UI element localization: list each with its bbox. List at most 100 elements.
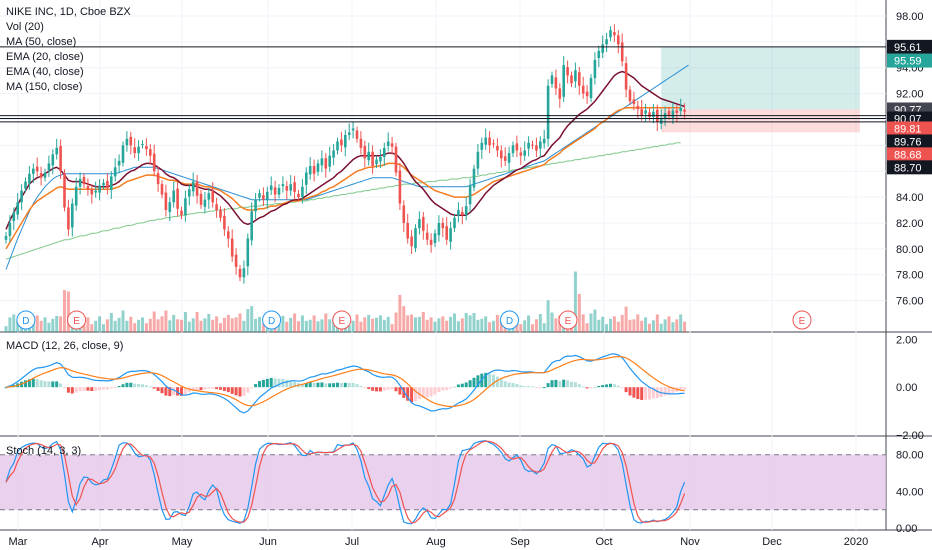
macd-histogram-bar [347, 382, 351, 388]
candle [527, 136, 530, 157]
macd-histogram-bar [86, 387, 90, 391]
macd-histogram-bar [222, 387, 226, 391]
candle [24, 177, 27, 193]
candle-body [176, 188, 179, 209]
candle-body [133, 147, 136, 154]
macd-histogram-bar [640, 387, 644, 400]
candle-body [188, 189, 191, 197]
macd-histogram-bar [589, 387, 593, 389]
macd-histogram-bar [527, 386, 531, 388]
macd-histogram-bar [66, 387, 70, 393]
candle-body [35, 166, 39, 172]
volume-bar [219, 323, 222, 332]
candle-body [145, 145, 148, 150]
volume-bar [234, 317, 238, 332]
candle-body [113, 167, 117, 177]
candle [500, 145, 503, 168]
volume-bar [35, 315, 39, 332]
candle [141, 140, 144, 149]
candle [468, 178, 472, 212]
candle [340, 131, 343, 152]
macd-histogram-bar [554, 379, 558, 388]
candle-body [371, 151, 374, 167]
volume-bar [168, 320, 172, 332]
time-tick-label: Sep [510, 536, 530, 548]
candle [367, 142, 370, 166]
candle [316, 159, 320, 176]
macd-histogram-bar [562, 379, 566, 388]
candle [133, 138, 136, 159]
volume-bar [628, 319, 632, 332]
macd-histogram-bar [605, 384, 609, 388]
volume-bar [531, 324, 534, 332]
time-tick-label: Mar [9, 536, 28, 548]
candle-body [86, 186, 90, 190]
macd-histogram-bar [667, 387, 671, 395]
candle [102, 178, 105, 190]
candle-body [149, 149, 152, 156]
price-marker-box [887, 134, 932, 149]
macd-histogram-bar [336, 382, 339, 388]
candle [47, 155, 51, 178]
candle-body [262, 195, 265, 200]
macd-histogram-bar [316, 382, 320, 388]
event-marker: D [500, 310, 519, 330]
macd-histogram-bar [261, 379, 265, 388]
volume-bar [488, 322, 492, 332]
candle-body [195, 181, 199, 196]
macd-histogram-bar [581, 386, 585, 388]
macd-histogram-bar [577, 384, 581, 388]
volume-bar [129, 316, 133, 332]
candle-body [652, 111, 655, 117]
macd-histogram-bar [180, 387, 183, 396]
candle [519, 147, 523, 165]
candle [94, 181, 97, 198]
candle-body [106, 180, 109, 189]
macd-histogram-bar [183, 387, 187, 395]
price-tick-label: 78.00 [896, 270, 924, 282]
volume-bar [293, 313, 297, 332]
macd-histogram-bar [156, 387, 160, 392]
volume-bar [546, 300, 550, 332]
volume-bar [141, 317, 144, 332]
candle [566, 60, 569, 84]
macd-histogram-bar [542, 387, 546, 389]
candle [386, 132, 390, 152]
signal-line [5, 355, 685, 408]
macd-histogram-bar [570, 381, 573, 388]
time-tick-label: Nov [680, 536, 700, 548]
volume-bar [593, 309, 597, 332]
volume-bar [355, 314, 359, 332]
volume-bar [449, 316, 453, 332]
volume-bar [421, 312, 425, 332]
volume-bar [417, 316, 421, 332]
candle-body [562, 65, 565, 97]
candle-body [43, 172, 47, 178]
candle [137, 140, 140, 161]
price-marker-box [887, 39, 932, 54]
macd-histogram-bar [648, 387, 651, 400]
macd-histogram-bar [343, 382, 347, 388]
candle [90, 184, 94, 204]
volume-bar [675, 319, 679, 332]
candle-body [117, 160, 121, 166]
candle-body [644, 110, 647, 114]
candle-body [585, 91, 589, 97]
candle [472, 164, 476, 192]
volume-bar [82, 321, 86, 332]
candle [242, 260, 246, 284]
macd-histogram-bar [632, 387, 636, 398]
volume-bar [390, 324, 394, 332]
stoch-tick-label: 0.00 [896, 523, 917, 535]
candle [488, 131, 491, 154]
volume-bar [472, 312, 476, 332]
candle-body [648, 112, 651, 117]
candle-body [570, 75, 573, 84]
macd-histogram-bar [359, 385, 363, 388]
volume-bar [176, 319, 180, 332]
macd-histogram-bar [558, 381, 562, 388]
candle-body [211, 191, 214, 203]
macd-histogram-bar [425, 387, 429, 398]
macd-histogram-bar [211, 387, 215, 389]
candle [20, 184, 23, 211]
